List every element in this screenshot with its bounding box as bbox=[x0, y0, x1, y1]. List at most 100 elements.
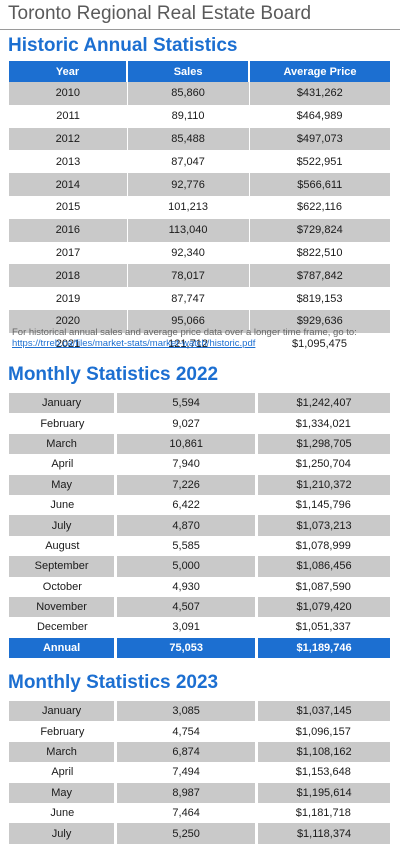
annual-row: 2013 87,047 $522,951 bbox=[9, 150, 390, 174]
cell-sales: 89,110 bbox=[127, 104, 250, 128]
cell-label: 2010 bbox=[9, 82, 128, 105]
cell-sales: 7,940 bbox=[115, 454, 257, 475]
cell-sales: 5,585 bbox=[115, 535, 257, 557]
cell-sales: 87,047 bbox=[127, 150, 250, 174]
cell-price: $1,087,590 bbox=[256, 576, 390, 597]
cell-price: $1,181,718 bbox=[256, 802, 390, 824]
cell-label: April bbox=[9, 454, 116, 475]
cell-label: August bbox=[9, 535, 116, 557]
annual-stats-table: Year Sales Average Price 2010 85,860 $431,… bbox=[9, 61, 390, 356]
cell-price: $1,145,796 bbox=[256, 494, 390, 516]
annual-row: 2019 87,747 $819,153 bbox=[9, 287, 390, 310]
cell-label: July bbox=[9, 515, 118, 536]
monthly-2022-title: Monthly Statistics 2022 bbox=[8, 364, 219, 385]
cell-label: February bbox=[9, 721, 116, 742]
cell-price: $1,095,475 bbox=[249, 332, 390, 356]
month-row: July 5,250 $1,118,374 bbox=[9, 823, 390, 844]
cell-price: $1,096,157 bbox=[256, 721, 390, 742]
cell-label: 2019 bbox=[9, 287, 128, 310]
cell-price: $497,073 bbox=[249, 127, 390, 151]
cell-price: $822,510 bbox=[249, 241, 390, 265]
cell-label: September bbox=[9, 556, 118, 577]
month-row: March 10,861 $1,298,705 bbox=[9, 433, 390, 455]
annual-row: 2017 92,340 $822,510 bbox=[9, 241, 390, 265]
cell-sales: 5,000 bbox=[115, 556, 259, 577]
cell-sales: 95,066 bbox=[127, 309, 250, 333]
cell-price: $1,153,648 bbox=[256, 762, 390, 783]
cell-sales: 4,930 bbox=[115, 576, 257, 597]
month-row: August 5,585 $1,078,999 bbox=[9, 535, 390, 557]
annual-row: 2018 78,017 $787,842 bbox=[9, 264, 390, 288]
cell-price: $1,210,372 bbox=[256, 474, 390, 495]
cell-sales: 4,870 bbox=[115, 515, 259, 536]
monthly-2023-body: January 3,085 $1,037,145 February 4,754 $1,09… bbox=[9, 701, 390, 844]
monthly-2022-table: January 5,594 $1,242,407 February 9,027 $1,33… bbox=[9, 393, 390, 659]
cell-sales: 4,507 bbox=[115, 596, 259, 618]
cell-price: $1,037,145 bbox=[256, 701, 390, 722]
cell-sales: 7,226 bbox=[115, 474, 259, 495]
month-row: June 6,422 $1,145,796 bbox=[9, 494, 390, 516]
month-row: January 5,594 $1,242,407 bbox=[9, 393, 390, 414]
month-row: February 9,027 $1,334,021 bbox=[9, 413, 390, 434]
annual-row: 2021 121,712 $1,095,475 bbox=[9, 332, 390, 356]
cell-price: $819,153 bbox=[249, 287, 390, 310]
cell-sales: 85,860 bbox=[127, 82, 250, 105]
cell-price: $1,078,999 bbox=[256, 535, 390, 557]
cell-label: 2015 bbox=[9, 195, 128, 219]
cell-label: 2014 bbox=[9, 173, 128, 196]
cell-price: $1,195,614 bbox=[256, 782, 390, 803]
cell-price: $464,989 bbox=[249, 104, 390, 128]
cell-price: $1,334,021 bbox=[256, 413, 390, 434]
annual-row: 2015 101,213 $622,116 bbox=[9, 195, 390, 219]
cell-price: $1,298,705 bbox=[256, 433, 390, 455]
cell-price: $787,842 bbox=[249, 264, 390, 288]
cell-sales: 3,085 bbox=[115, 701, 259, 722]
cell-sales: 92,776 bbox=[127, 173, 250, 196]
cell-price: $929,636 bbox=[249, 309, 390, 333]
cell-sales: 5,250 bbox=[115, 823, 259, 844]
month-row: May 7,226 $1,210,372 bbox=[9, 474, 390, 495]
cell-label: December bbox=[9, 617, 116, 638]
cell-label: October bbox=[9, 576, 116, 597]
cell-price: $1,250,704 bbox=[256, 454, 390, 475]
cell-label: 2020 bbox=[9, 309, 128, 333]
cell-price: $431,262 bbox=[249, 82, 390, 105]
total-sales: 75,053 bbox=[115, 637, 259, 659]
annual-row: 2014 92,776 $566,611 bbox=[9, 173, 390, 196]
cell-sales: 87,747 bbox=[127, 287, 250, 310]
cell-label: May bbox=[9, 782, 118, 803]
month-row: June 7,464 $1,181,718 bbox=[9, 802, 390, 824]
annual-row: 2020 95,066 $929,636 bbox=[9, 309, 390, 333]
cell-label: January bbox=[9, 701, 118, 722]
cell-price: $729,824 bbox=[249, 218, 390, 242]
annual-row: 2010 85,860 $431,262 bbox=[9, 82, 390, 105]
cell-sales: 4,754 bbox=[115, 721, 257, 742]
total-price: $1,189,746 bbox=[256, 637, 390, 659]
cell-sales: 85,488 bbox=[127, 127, 250, 151]
monthly-2022-body: January 5,594 $1,242,407 February 9,027 $1,33… bbox=[9, 393, 390, 659]
month-row: December 3,091 $1,051,337 bbox=[9, 617, 390, 638]
cell-price: $1,073,213 bbox=[256, 515, 390, 536]
cell-label: 2013 bbox=[9, 150, 128, 174]
board-header: Toronto Regional Real Estate Board bbox=[0, 0, 400, 30]
cell-sales: 7,464 bbox=[115, 802, 257, 824]
month-row: October 4,930 $1,087,590 bbox=[9, 576, 390, 597]
cell-sales: 3,091 bbox=[115, 617, 257, 638]
cell-sales: 92,340 bbox=[127, 241, 250, 265]
month-row: November 4,507 $1,079,420 bbox=[9, 596, 390, 618]
cell-price: $522,951 bbox=[249, 150, 390, 174]
cell-label: April bbox=[9, 762, 116, 783]
cell-price: $1,086,456 bbox=[256, 556, 390, 577]
cell-sales: 5,594 bbox=[115, 393, 259, 414]
month-row: February 4,754 $1,096,157 bbox=[9, 721, 390, 742]
cell-sales: 78,017 bbox=[127, 264, 250, 288]
total-label: Annual bbox=[9, 637, 118, 659]
annual-table-body: 2010 85,860 $431,262 2011 89,110 $464,989 2012… bbox=[9, 82, 390, 356]
month-row: July 4,870 $1,073,213 bbox=[9, 515, 390, 536]
historic-data-link[interactable]: https://trreb.ca/files/market-stats/mark… bbox=[12, 338, 256, 349]
cell-label: 2011 bbox=[9, 104, 128, 128]
cell-price: $1,108,162 bbox=[256, 741, 390, 763]
cell-label: June bbox=[9, 494, 116, 516]
cell-sales: 9,027 bbox=[115, 413, 257, 434]
historic-data-note: For historical annual sales and average … bbox=[12, 327, 396, 349]
